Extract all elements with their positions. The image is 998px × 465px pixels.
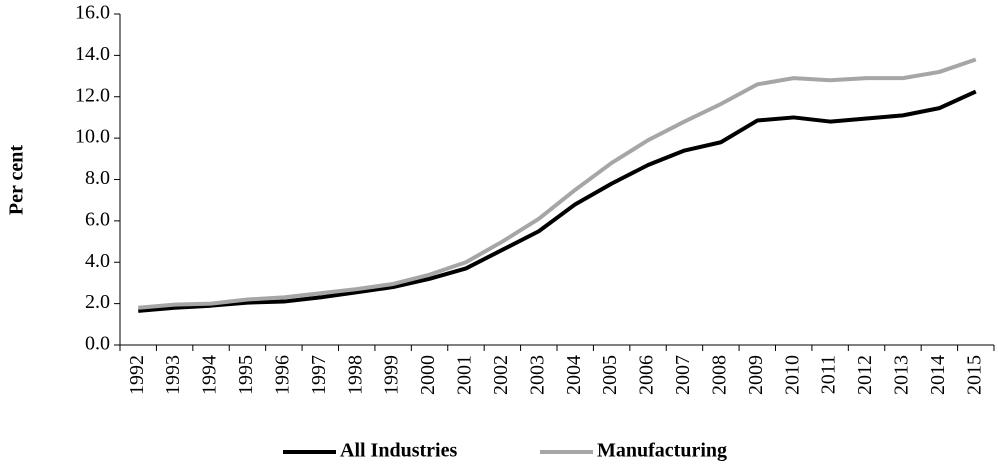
y-tick-label: 2.0: [85, 291, 110, 313]
x-tick-label: 1994: [199, 355, 221, 395]
x-tick-label: 2003: [526, 355, 548, 395]
y-tick-label: 4.0: [85, 250, 110, 272]
x-tick-label: 2009: [745, 355, 767, 395]
x-tick-label: 2004: [563, 355, 585, 395]
series-line: [138, 57, 977, 310]
x-tick-label: 2010: [781, 355, 803, 395]
legend-label: Manufacturing: [597, 440, 727, 462]
y-tick-label: 0.0: [85, 333, 110, 355]
x-tick-label: 1999: [381, 355, 403, 395]
y-tick-label: 8.0: [85, 167, 110, 189]
y-tick-label: 12.0: [75, 84, 110, 106]
x-tick-label: 1996: [271, 355, 293, 395]
x-tick-label: 2013: [891, 355, 913, 395]
x-tick-label: 2014: [927, 355, 949, 395]
y-tick-label: 6.0: [85, 208, 110, 230]
x-tick-label: 2015: [963, 355, 985, 395]
y-tick-label: 14.0: [75, 43, 110, 65]
x-tick-label: 1995: [235, 355, 257, 395]
x-tick-label: 2007: [672, 355, 694, 395]
y-tick-label: 16.0: [75, 2, 110, 24]
x-tick-label: 2011: [818, 355, 840, 394]
series-line: [138, 89, 977, 313]
x-tick-label: 2002: [490, 355, 512, 395]
x-tick-label: 1993: [162, 355, 184, 395]
y-tick-label: 10.0: [75, 126, 110, 148]
x-tick-label: 2005: [599, 355, 621, 395]
x-tick-label: 1998: [344, 355, 366, 395]
x-tick-label: 2001: [454, 355, 476, 395]
x-tick-label: 1997: [308, 355, 330, 395]
x-tick-label: 2006: [636, 355, 658, 395]
legend-label: All Industries: [340, 440, 457, 462]
x-tick-label: 2012: [854, 355, 876, 395]
x-tick-label: 2008: [708, 355, 730, 395]
x-tick-label: 1992: [126, 355, 148, 395]
x-tick-label: 2000: [417, 355, 439, 395]
y-axis-label: Per cent: [6, 145, 28, 215]
